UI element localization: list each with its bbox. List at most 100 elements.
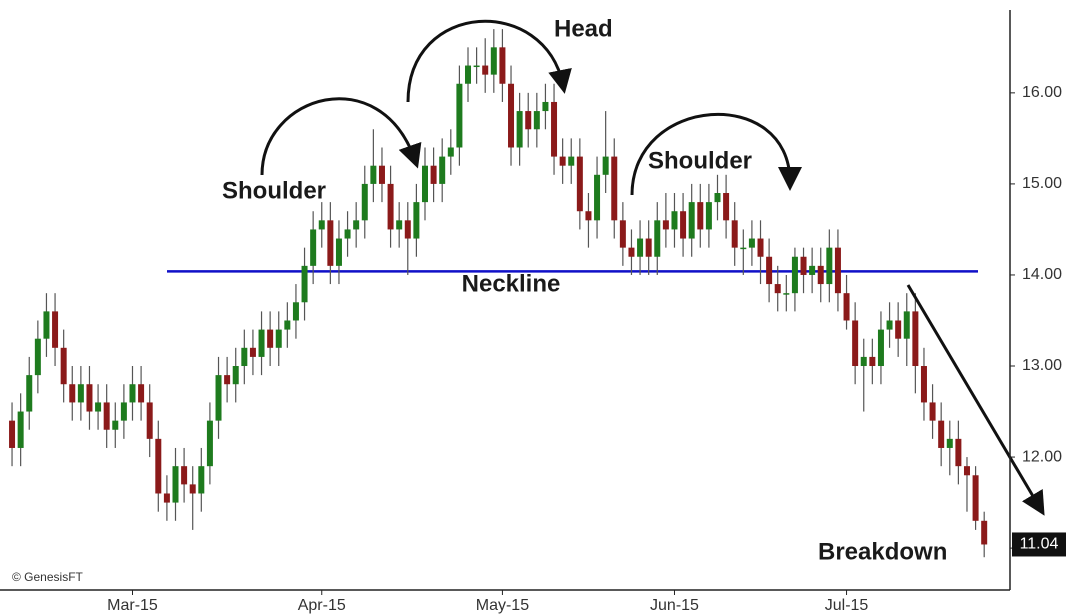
price-box xyxy=(1012,532,1066,557)
candle-body xyxy=(206,420,213,467)
y-tick-label: 16.00 xyxy=(1022,84,1062,101)
candle-body xyxy=(912,311,919,367)
candle-body xyxy=(662,220,669,230)
candle-body xyxy=(809,265,816,275)
x-tick-label: May-15 xyxy=(476,597,529,614)
candle-body xyxy=(387,183,394,230)
candle-body xyxy=(9,420,16,448)
candle-body xyxy=(421,165,428,203)
candle-body xyxy=(585,211,592,221)
candle-body xyxy=(938,420,945,448)
y-tick-label: 12.00 xyxy=(1022,448,1062,465)
annotation: Shoulder xyxy=(222,177,326,204)
shoulder-arrow xyxy=(260,97,422,176)
candle-body xyxy=(284,320,291,330)
candle-body xyxy=(705,202,712,230)
candle-body xyxy=(310,229,317,266)
candle-body xyxy=(852,320,859,367)
candle-body xyxy=(241,347,248,367)
y-tick-label: 15.00 xyxy=(1022,175,1062,192)
price-label: 11.04 xyxy=(1020,536,1059,553)
x-tick-label: Apr-15 xyxy=(298,597,346,614)
candle-body xyxy=(361,183,368,221)
candle-body xyxy=(972,475,979,521)
candle-body xyxy=(86,384,93,412)
candle-body xyxy=(645,238,652,257)
candle-body xyxy=(172,466,179,503)
candle-body xyxy=(60,347,67,385)
candle-body xyxy=(929,402,936,421)
candle-body xyxy=(783,293,790,295)
candle-body xyxy=(791,256,798,294)
candle-body xyxy=(301,265,308,303)
breakdown-arrow xyxy=(906,284,1045,516)
candle-body xyxy=(886,320,893,330)
candle-body xyxy=(327,220,334,266)
annotation: Shoulder xyxy=(648,147,752,174)
candle-body xyxy=(69,384,76,403)
candle-body xyxy=(490,47,497,75)
candle-body xyxy=(439,156,446,184)
x-tick-label: Jun-15 xyxy=(650,597,699,614)
candle-body xyxy=(637,238,644,257)
candle-body xyxy=(112,420,119,430)
candle-body xyxy=(903,311,910,339)
candle-body xyxy=(52,311,59,348)
candle-body xyxy=(611,156,618,221)
candle-body xyxy=(404,220,411,239)
annotation: Head xyxy=(554,15,613,42)
y-tick-label: 13.00 xyxy=(1022,357,1062,374)
candle-body xyxy=(680,211,687,239)
candle-body xyxy=(843,293,850,321)
candle-body xyxy=(155,438,162,494)
candle-body xyxy=(267,329,274,348)
candle-body xyxy=(17,411,24,448)
candle-body xyxy=(77,384,84,403)
candle-body xyxy=(525,111,532,130)
candle-body xyxy=(542,101,549,112)
candle-body xyxy=(671,211,678,230)
candle-body xyxy=(559,156,566,166)
candle-body xyxy=(258,329,265,357)
candle-body xyxy=(602,156,609,175)
watermark: © GenesisFT xyxy=(12,570,84,584)
candle-body xyxy=(181,466,188,485)
candle-body xyxy=(292,302,299,321)
candle-body xyxy=(103,402,110,430)
candle-body xyxy=(688,202,695,239)
candle-body xyxy=(877,329,884,367)
candle-body xyxy=(95,402,102,412)
candle-body xyxy=(619,220,626,248)
candle-body xyxy=(766,256,773,285)
candle-body xyxy=(249,347,256,357)
candle-body xyxy=(163,493,170,503)
x-tick-label: Mar-15 xyxy=(107,597,158,614)
shoulder-arrow xyxy=(630,112,802,196)
candle-body xyxy=(34,338,41,376)
candle-body xyxy=(232,366,239,385)
candle-body xyxy=(576,156,583,212)
candle-body xyxy=(120,402,127,421)
candle-body xyxy=(869,356,876,367)
candle-body xyxy=(447,147,454,157)
candle-body xyxy=(800,256,807,275)
candle-body xyxy=(714,193,721,203)
candle-body xyxy=(396,220,403,230)
candle-body xyxy=(215,375,222,421)
candle-body xyxy=(946,438,953,448)
y-tick-label: 14.00 xyxy=(1022,266,1062,283)
candle-body xyxy=(318,220,325,230)
candle-body xyxy=(344,229,351,239)
candle-body xyxy=(895,320,902,339)
candle-body xyxy=(413,202,420,239)
candle-body xyxy=(826,247,833,285)
candle-body xyxy=(224,375,231,385)
candle-body xyxy=(834,247,841,294)
candle-body xyxy=(430,165,437,184)
candle-body xyxy=(378,165,385,184)
candle-body xyxy=(473,65,480,68)
candle-body xyxy=(697,202,704,230)
candle-body xyxy=(963,466,970,476)
candle-body xyxy=(353,220,360,230)
candle-body xyxy=(146,402,153,439)
